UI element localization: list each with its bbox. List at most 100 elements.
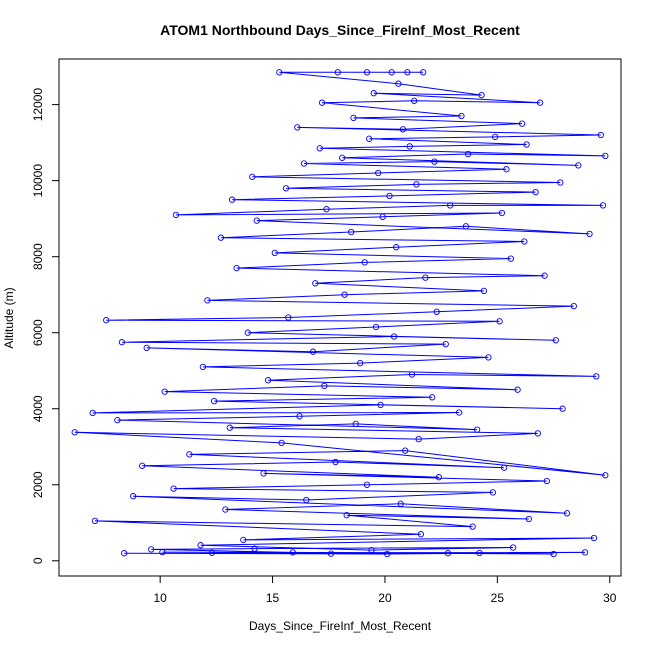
data-point [244, 329, 251, 336]
data-point [415, 435, 422, 443]
data-point [368, 546, 375, 554]
chart-title: ATOM1 Northbound Days_Since_FireInf_Most… [160, 22, 520, 38]
data-point [348, 228, 355, 236]
data-point [350, 114, 357, 122]
data-point [525, 515, 532, 523]
data-point [71, 429, 78, 436]
data-point [534, 430, 541, 437]
data-point [363, 69, 371, 76]
data-point [226, 424, 233, 431]
data-point [557, 179, 564, 186]
data-point [404, 69, 411, 76]
data-point [429, 394, 436, 401]
data-point [496, 318, 503, 325]
data-point [121, 550, 128, 557]
data-point [332, 458, 339, 466]
y-tick-label: 4000 [31, 395, 45, 422]
data-point [91, 517, 99, 525]
y-axis-label: Altitude (m) [2, 287, 16, 348]
x-tick-label: 30 [603, 591, 617, 605]
data-point [408, 371, 416, 378]
data-point [296, 413, 303, 420]
data-point [143, 344, 150, 352]
data-point [210, 397, 218, 405]
y-tick-label: 6000 [31, 319, 45, 346]
x-tick-label: 10 [153, 591, 167, 605]
data-point [422, 274, 429, 281]
data-point [444, 550, 452, 557]
data-point [590, 534, 598, 542]
data-point [550, 550, 557, 558]
data-point [312, 280, 319, 287]
data-point [139, 462, 146, 469]
data-point [393, 244, 400, 251]
data-point [197, 542, 204, 549]
data-point [552, 337, 559, 344]
x-tick-label: 20 [378, 591, 392, 605]
data-point [420, 69, 427, 76]
data-point [523, 141, 530, 148]
data-point [161, 388, 168, 395]
y-tick-label: 2000 [31, 471, 45, 498]
data-point [253, 217, 260, 224]
data-point [318, 99, 326, 106]
data-point [503, 166, 510, 173]
data-point [559, 405, 566, 412]
data-point [489, 489, 497, 496]
data-point [282, 185, 290, 192]
data-point [476, 549, 483, 557]
data-point [89, 409, 96, 417]
data-point [402, 447, 409, 454]
data-point [327, 550, 335, 557]
data-point [602, 152, 609, 160]
data-point [478, 91, 485, 99]
data-point [397, 500, 404, 507]
data-point [514, 386, 521, 393]
data-point [379, 213, 386, 220]
data-point [586, 230, 593, 238]
data-point [323, 206, 330, 213]
data-point [413, 181, 420, 188]
data-point [455, 409, 463, 416]
data-point [581, 549, 589, 556]
data-point [536, 99, 544, 106]
data-point [251, 545, 258, 552]
data-point [390, 333, 398, 340]
data-point [575, 162, 582, 169]
data-point [411, 97, 418, 104]
data-point [473, 426, 481, 433]
data-point [343, 512, 350, 519]
data-point [431, 158, 438, 165]
data-point [509, 544, 517, 551]
data-point [249, 173, 256, 180]
data-point [334, 69, 341, 76]
data-point [518, 120, 526, 127]
data-point [103, 317, 110, 324]
data-point [233, 264, 240, 272]
data-point [395, 80, 402, 87]
data-point [271, 249, 278, 257]
data-point [507, 255, 514, 262]
data-point [228, 196, 236, 203]
data-point [289, 549, 296, 556]
data-point [321, 382, 328, 390]
data-point [485, 354, 492, 361]
data-point [199, 363, 207, 371]
data-point [521, 238, 528, 245]
data-point [464, 150, 472, 158]
data-point [339, 154, 346, 161]
data-point [593, 373, 600, 380]
x-axis: 10 15 20 25 30 [153, 575, 617, 605]
data-point [159, 548, 166, 556]
data-point [417, 531, 425, 538]
x-axis-label: Days_Since_FireInf_Most_Recent [249, 619, 432, 633]
data-point [316, 145, 323, 152]
data-point [217, 234, 225, 241]
data-point [276, 69, 283, 76]
data-point [532, 188, 539, 196]
data-point [563, 510, 571, 517]
data-point [208, 549, 216, 556]
data-point [458, 112, 465, 120]
data-point [240, 536, 247, 544]
data-point [366, 135, 373, 142]
